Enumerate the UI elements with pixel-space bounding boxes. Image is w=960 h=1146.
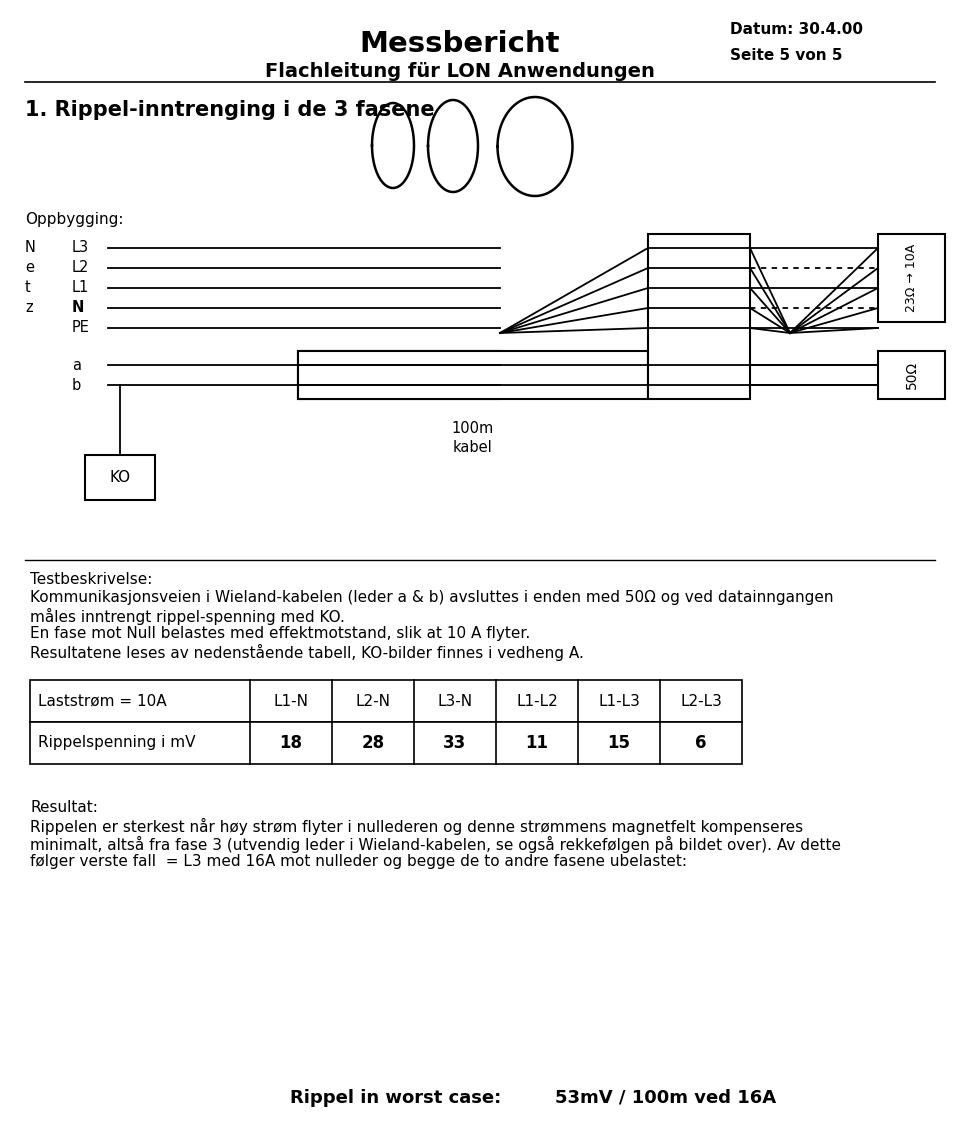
Text: 28: 28 — [361, 733, 385, 752]
Text: L3-N: L3-N — [438, 693, 472, 708]
Text: N: N — [72, 300, 84, 315]
Text: minimalt, altså fra fase 3 (utvendig leder i Wieland-kabelen, se også rekkefølge: minimalt, altså fra fase 3 (utvendig led… — [30, 835, 841, 853]
Text: 6: 6 — [695, 733, 707, 752]
Bar — [878, 351, 945, 399]
Text: 11: 11 — [525, 733, 548, 752]
Text: 53mV / 100m ved 16A: 53mV / 100m ved 16A — [555, 1089, 776, 1107]
Text: Resultatene leses av nedenstående tabell, KO-bilder finnes i vedheng A.: Resultatene leses av nedenstående tabell… — [30, 644, 584, 661]
Text: 18: 18 — [279, 733, 302, 752]
Text: L1-L3: L1-L3 — [598, 693, 640, 708]
Text: Rippel in worst case:: Rippel in worst case: — [290, 1089, 501, 1107]
Text: Resultat:: Resultat: — [30, 800, 98, 815]
Text: Testbeskrivelse:: Testbeskrivelse: — [30, 572, 153, 587]
Text: 33: 33 — [444, 733, 467, 752]
Text: Kommunikasjonsveien i Wieland-kabelen (leder a & b) avsluttes i enden med 50Ω og: Kommunikasjonsveien i Wieland-kabelen (l… — [30, 590, 833, 605]
Text: L1-N: L1-N — [274, 693, 308, 708]
Text: a: a — [72, 358, 81, 372]
Text: L3: L3 — [72, 241, 89, 256]
Text: b: b — [72, 377, 82, 392]
Text: Rippelen er sterkest når høy strøm flyter i nullederen og denne strømmens magnet: Rippelen er sterkest når høy strøm flyte… — [30, 818, 804, 835]
Text: 50Ω: 50Ω — [904, 361, 919, 388]
Text: Datum: 30.4.00: Datum: 30.4.00 — [730, 22, 863, 37]
Text: L2: L2 — [72, 260, 89, 275]
Text: L1-L2: L1-L2 — [516, 693, 558, 708]
Bar — [30, 722, 742, 764]
Bar — [648, 234, 750, 399]
Text: Seite 5 von 5: Seite 5 von 5 — [730, 48, 843, 63]
Text: t: t — [25, 281, 31, 296]
Text: 23Ω → 10A: 23Ω → 10A — [905, 244, 918, 312]
Bar — [85, 455, 155, 500]
Text: 15: 15 — [608, 733, 631, 752]
Text: 1. Rippel-inntrenging i de 3 fasene: 1. Rippel-inntrenging i de 3 fasene — [25, 100, 435, 120]
Text: L2-N: L2-N — [355, 693, 391, 708]
Text: En fase mot Null belastes med effektmotstand, slik at 10 A flyter.: En fase mot Null belastes med effektmots… — [30, 626, 530, 641]
Text: Oppbygging:: Oppbygging: — [25, 212, 124, 227]
Text: N: N — [25, 241, 36, 256]
Text: 100m
kabel: 100m kabel — [452, 421, 494, 455]
Text: KO: KO — [109, 470, 131, 485]
Text: z: z — [25, 300, 33, 315]
Text: L1: L1 — [72, 281, 89, 296]
Text: e: e — [25, 260, 34, 275]
Bar — [298, 351, 648, 399]
Bar — [298, 351, 500, 399]
Text: følger verste fall  = L3 med 16A mot nulleder og begge de to andre fasene ubelas: følger verste fall = L3 med 16A mot null… — [30, 854, 687, 869]
Text: Flachleitung für LON Anwendungen: Flachleitung für LON Anwendungen — [265, 62, 655, 81]
Text: PE: PE — [72, 321, 90, 336]
Text: Messbericht: Messbericht — [360, 30, 561, 58]
Bar — [30, 680, 742, 722]
Text: Rippelspenning i mV: Rippelspenning i mV — [38, 736, 196, 751]
Text: måles inntrengt rippel-spenning med KO.: måles inntrengt rippel-spenning med KO. — [30, 609, 345, 625]
Bar — [878, 234, 945, 322]
Text: Laststrøm = 10A: Laststrøm = 10A — [38, 693, 167, 708]
Text: L2-L3: L2-L3 — [680, 693, 722, 708]
